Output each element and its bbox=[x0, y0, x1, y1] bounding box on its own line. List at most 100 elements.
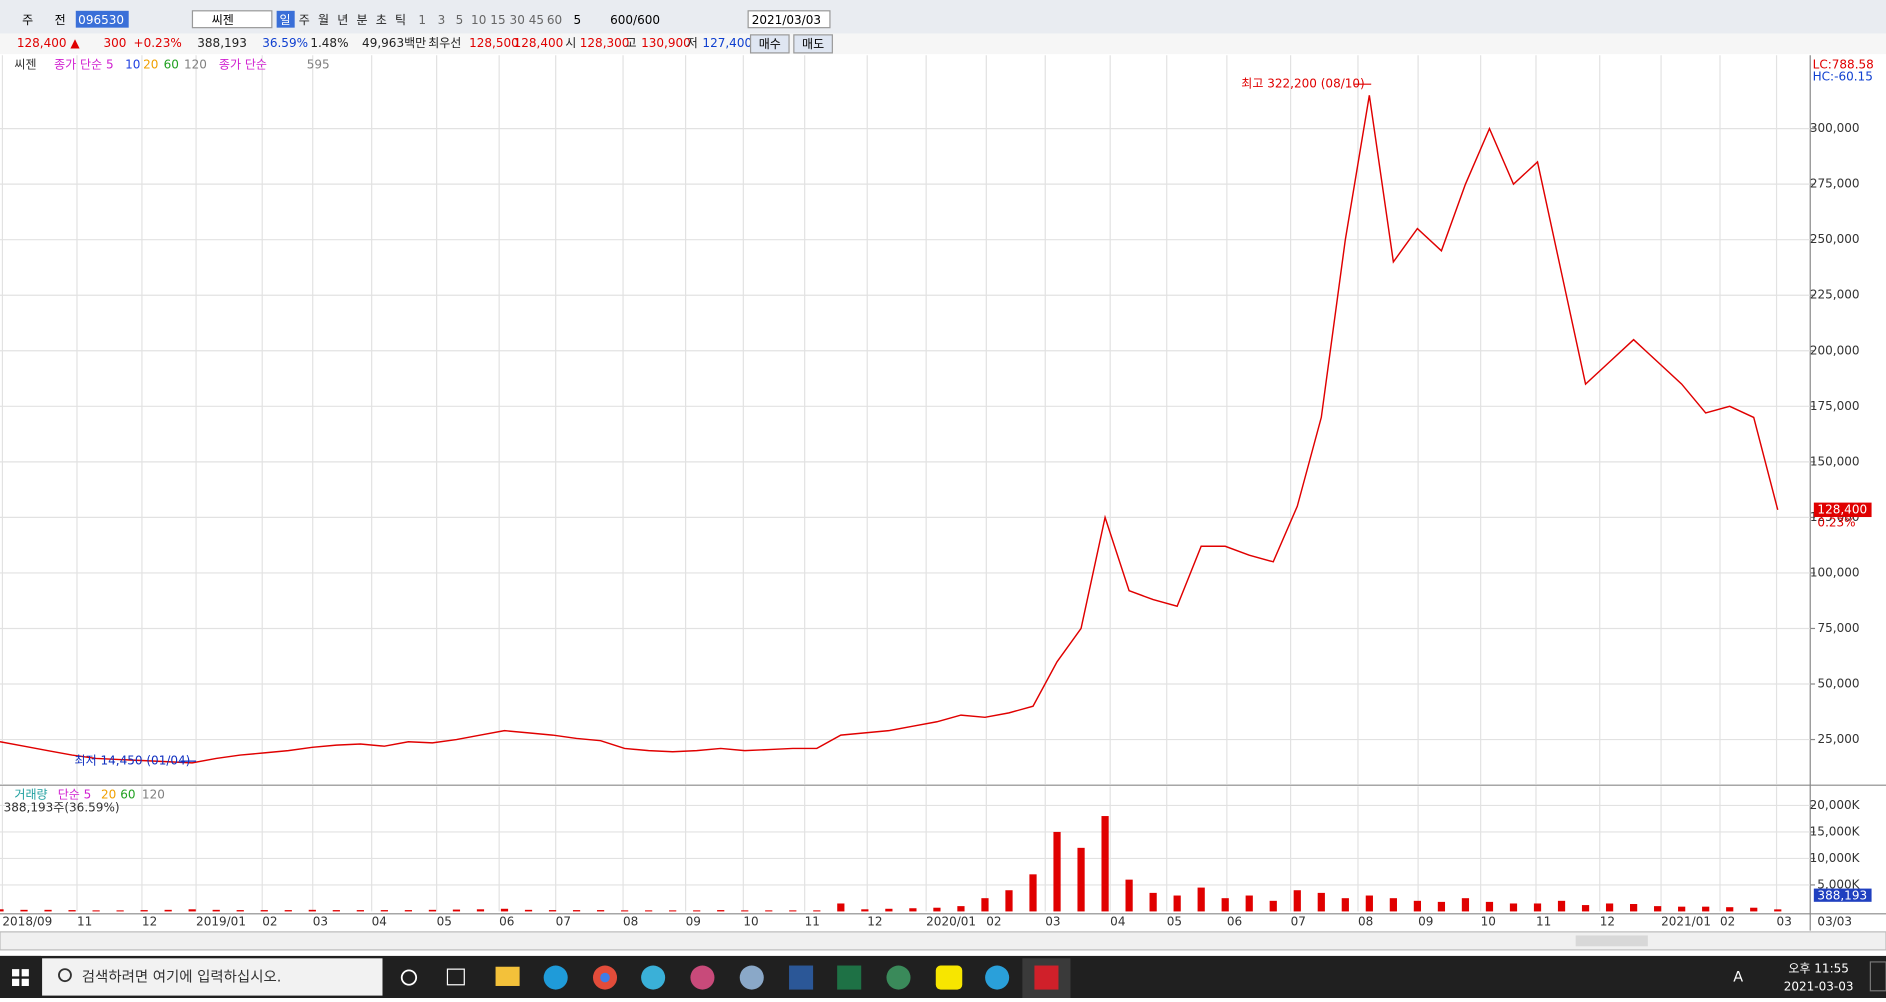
volume-bar bbox=[837, 903, 845, 912]
x-tick-label: 11 bbox=[77, 915, 92, 929]
volume-bar bbox=[476, 909, 485, 912]
y-tick-label: 150,000 bbox=[1810, 454, 1860, 468]
search-box[interactable] bbox=[42, 958, 383, 996]
y-tick-label: 75,000 bbox=[1817, 621, 1859, 635]
order-button[interactable] bbox=[749, 34, 790, 54]
volume-bar bbox=[957, 906, 965, 912]
volume-bar bbox=[1726, 907, 1734, 912]
app-icon[interactable] bbox=[690, 965, 715, 990]
notification-button[interactable] bbox=[1869, 961, 1886, 992]
interval-button[interactable]: 10 bbox=[471, 13, 486, 27]
volume-bar bbox=[717, 910, 725, 912]
volume-bar bbox=[1750, 907, 1758, 912]
app-icon[interactable] bbox=[495, 966, 520, 986]
date-box[interactable] bbox=[747, 10, 831, 29]
y-tick-label: 300,000 bbox=[1810, 121, 1860, 135]
x-tick-label: 10 bbox=[1481, 915, 1496, 929]
search-placeholder[interactable]: 검색하려면 여기에 입력하십시오. bbox=[82, 969, 282, 986]
order-button[interactable] bbox=[793, 34, 833, 54]
period-button[interactable]: 분 bbox=[357, 13, 368, 27]
volume-bar bbox=[981, 898, 989, 912]
x-end-label: 03/03 bbox=[1817, 915, 1852, 929]
period-button[interactable]: 일 bbox=[280, 13, 291, 27]
x-tick-label: 07 bbox=[556, 915, 571, 929]
code-box[interactable] bbox=[75, 10, 129, 28]
date[interactable]: 2021/03/03 bbox=[752, 13, 821, 27]
x-tick-label: 04 bbox=[1110, 915, 1125, 929]
volume-bar bbox=[1005, 890, 1013, 912]
legend-item: 종가 단순 5 bbox=[54, 57, 114, 71]
period-button[interactable]: 틱 bbox=[395, 13, 406, 27]
period-selected[interactable] bbox=[276, 10, 295, 28]
period-button[interactable]: 월 bbox=[318, 13, 329, 27]
volume-tag-label: 388,193 bbox=[1817, 888, 1867, 902]
volume-bar bbox=[524, 909, 533, 912]
volume-bar bbox=[1101, 816, 1109, 912]
volume-bar bbox=[1365, 895, 1373, 912]
y-tick-label: 275,000 bbox=[1810, 177, 1860, 191]
interval-button[interactable]: 5 bbox=[456, 13, 464, 27]
range: 600/600 bbox=[610, 13, 660, 27]
app-icon bbox=[1034, 965, 1059, 990]
x-tick-label: 09 bbox=[1418, 915, 1433, 929]
app-icon[interactable] bbox=[641, 965, 666, 990]
volume-bar bbox=[1173, 895, 1181, 912]
x-tick-label: 06 bbox=[499, 915, 514, 929]
price-line bbox=[0, 95, 1779, 764]
volume-bar bbox=[1317, 892, 1325, 912]
scope[interactable]: 전 bbox=[55, 13, 66, 27]
x-tick-label: 08 bbox=[623, 915, 638, 929]
period-button[interactable]: 년 bbox=[337, 13, 348, 27]
period-button[interactable]: 주 bbox=[299, 13, 310, 27]
interval-button[interactable]: 30 bbox=[510, 13, 525, 27]
market[interactable]: 주 bbox=[22, 13, 33, 27]
period-button[interactable]: 초 bbox=[376, 13, 387, 27]
ime-indicator[interactable]: A bbox=[1733, 970, 1743, 986]
legend-item: 10 bbox=[125, 57, 140, 71]
info-item: 36.59% bbox=[262, 36, 308, 50]
order-button-label[interactable]: 매도 bbox=[802, 37, 824, 51]
interval-button[interactable]: 45 bbox=[529, 13, 544, 27]
clock-date[interactable]: 2021-03-03 bbox=[1784, 980, 1854, 994]
stock-code[interactable]: 096530 bbox=[78, 13, 124, 27]
volume-bar bbox=[380, 910, 388, 912]
app-icon[interactable] bbox=[789, 965, 814, 990]
app-icon[interactable] bbox=[886, 965, 911, 990]
legend-item: 120 bbox=[142, 787, 165, 801]
x-tick-label: 02 bbox=[986, 915, 1001, 929]
app-icon[interactable] bbox=[837, 965, 862, 990]
volume-bar bbox=[68, 910, 76, 912]
name-box[interactable] bbox=[191, 10, 273, 29]
info-item: 300 bbox=[103, 36, 126, 50]
clock-time[interactable]: 오후 11:55 bbox=[1788, 962, 1849, 976]
volume-bar bbox=[212, 909, 220, 912]
info-item: 128,400 bbox=[514, 36, 564, 50]
legend-item: 120 bbox=[184, 57, 207, 71]
app-icon[interactable] bbox=[985, 965, 1010, 990]
order-button-label[interactable]: 매수 bbox=[759, 37, 781, 51]
interval-button[interactable]: 15 bbox=[490, 13, 505, 27]
app-icon[interactable] bbox=[543, 965, 568, 990]
volume-bar bbox=[500, 908, 509, 912]
task-view-icon[interactable] bbox=[446, 968, 465, 986]
interval-button[interactable]: 1 bbox=[418, 13, 426, 27]
x-tick-label: 2021/01 bbox=[1661, 915, 1711, 929]
cortana-icon[interactable] bbox=[400, 969, 418, 986]
legend-item: 20 bbox=[143, 57, 158, 71]
x-tick-label: 10 bbox=[743, 915, 758, 929]
app-icon[interactable] bbox=[739, 965, 764, 990]
x-tick-label: 2020/01 bbox=[926, 915, 976, 929]
volume-bar bbox=[1221, 898, 1229, 912]
volume-bar bbox=[621, 910, 629, 912]
volume-bar bbox=[741, 910, 749, 912]
scroll-thumb[interactable] bbox=[1575, 935, 1648, 947]
app-icon[interactable] bbox=[935, 965, 963, 990]
start-button[interactable] bbox=[0, 955, 41, 998]
count[interactable]: 5 bbox=[574, 13, 582, 27]
legend-item: 단순 5 bbox=[58, 787, 92, 801]
interval-button[interactable]: 3 bbox=[438, 13, 446, 27]
volume-bar bbox=[404, 910, 413, 912]
interval-button[interactable]: 60 bbox=[547, 13, 562, 27]
stock-name[interactable]: 씨젠 bbox=[212, 13, 234, 27]
scrollbar[interactable] bbox=[0, 931, 1886, 951]
